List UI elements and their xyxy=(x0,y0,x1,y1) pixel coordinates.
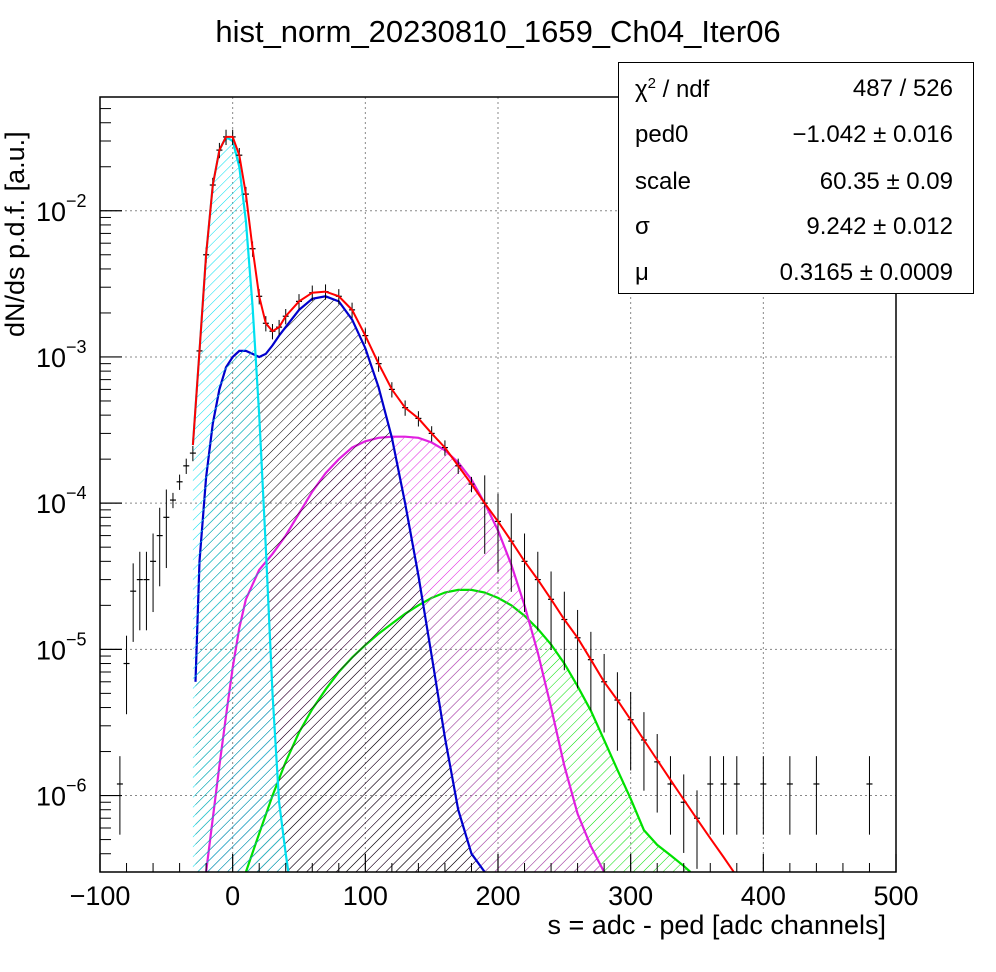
x-tick-label: −100 xyxy=(70,881,131,911)
x-tick-label: 200 xyxy=(475,881,520,911)
x-tick-label: 500 xyxy=(873,881,918,911)
stat-label-sigma: σ xyxy=(635,213,650,240)
x-tick-label: 100 xyxy=(343,881,388,911)
y-tick-label: 10 xyxy=(36,489,66,519)
fit-stats-box: χ2 / ndf 487 / 526 ped0 −1.042 ± 0.016 s… xyxy=(618,62,974,294)
stat-value-scale: 60.35 ± 0.09 xyxy=(819,168,953,195)
stat-label-mu: μ xyxy=(635,259,649,286)
y-tick-label: 10 xyxy=(36,782,66,812)
y-tick-exponent: −5 xyxy=(66,629,87,649)
plot-series-group xyxy=(116,129,873,872)
stat-label-ped0: ped0 xyxy=(635,121,689,148)
stat-value-mu: 0.3165 ± 0.0009 xyxy=(779,259,953,286)
stat-row-chi2: χ2 / ndf 487 / 526 xyxy=(635,75,953,105)
y-tick-label: 10 xyxy=(36,343,66,373)
stat-row-ped0: ped0 −1.042 ± 0.016 xyxy=(635,121,953,151)
component-fill-2 xyxy=(192,136,289,872)
stat-label-scale: scale xyxy=(635,168,692,195)
y-tick-exponent: −3 xyxy=(66,337,87,357)
y-axis-label: dN/ds p.d.f. [a.u.] xyxy=(0,131,30,337)
stat-value-ped0: −1.042 ± 0.016 xyxy=(792,121,953,148)
y-tick-exponent: −2 xyxy=(66,191,87,211)
y-tick-label: 10 xyxy=(36,197,66,227)
x-tick-label: 300 xyxy=(608,881,653,911)
y-tick-exponent: −4 xyxy=(66,483,87,503)
stat-value-sigma: 9.242 ± 0.012 xyxy=(806,213,953,240)
x-tick-label: 400 xyxy=(741,881,786,911)
total-fit-curve xyxy=(191,135,735,872)
chart-title: hist_norm_20230810_1659_Ch04_Iter06 xyxy=(215,14,781,49)
stat-row-mu: μ 0.3165 ± 0.0009 xyxy=(635,259,953,289)
x-axis-label: s = adc - ped [adc channels] xyxy=(547,910,886,940)
x-tick-label: 0 xyxy=(225,881,240,911)
y-tick-label: 10 xyxy=(36,635,66,665)
y-tick-exponent: −6 xyxy=(66,776,87,796)
stat-row-scale: scale 60.35 ± 0.09 xyxy=(635,168,953,198)
stat-row-sigma: σ 9.242 ± 0.012 xyxy=(635,213,953,243)
stat-label-chi2: χ2 / ndf xyxy=(635,75,710,103)
stat-value-chi2: 487 / 526 xyxy=(852,75,953,102)
